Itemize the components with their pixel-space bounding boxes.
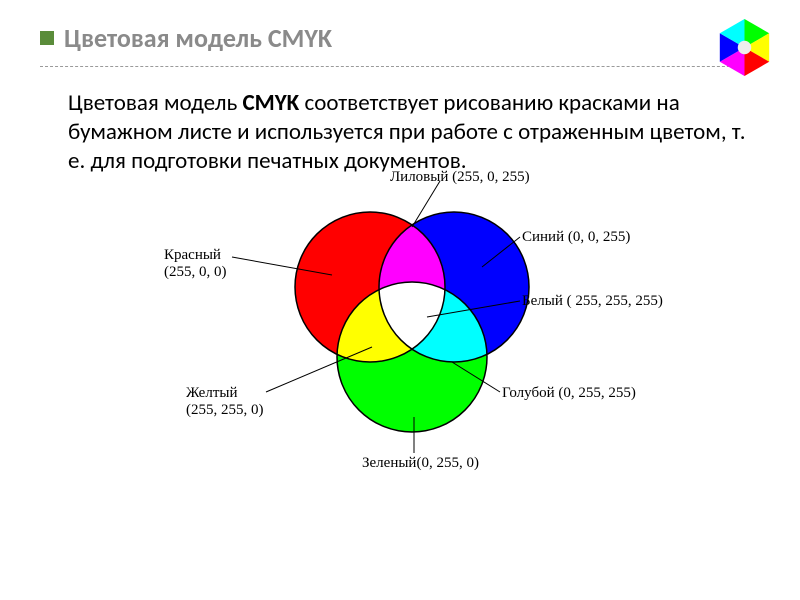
divider xyxy=(40,66,760,67)
para-prefix: Цветовая модель xyxy=(68,89,242,117)
title-bullet-icon xyxy=(40,31,54,45)
label-lilac: Лиловый (255, 0, 255) xyxy=(390,169,530,186)
venn-diagram: Лиловый (255, 0, 255) Красный (255, 0, 0… xyxy=(152,167,672,497)
para-bold: CMYK xyxy=(242,89,299,117)
label-yellow: Желтый (255, 255, 0) xyxy=(186,385,264,419)
label-cyan: Голубой (0, 255, 255) xyxy=(502,385,636,402)
title-text: Цветовая модель CMYK xyxy=(64,22,332,54)
label-blue: Синий (0, 0, 255) xyxy=(522,229,630,246)
corner-color-hexagon xyxy=(707,10,782,85)
venn-svg xyxy=(282,197,542,457)
label-green: Зеленый(0, 255, 0) xyxy=(362,455,479,472)
body-paragraph: Цветовая модель CMYK соответствует рисов… xyxy=(68,89,756,175)
label-white: Белый ( 255, 255, 255) xyxy=(522,293,663,310)
label-red: Красный (255, 0, 0) xyxy=(164,247,227,281)
page-title: Цветовая модель CMYK xyxy=(40,22,760,54)
